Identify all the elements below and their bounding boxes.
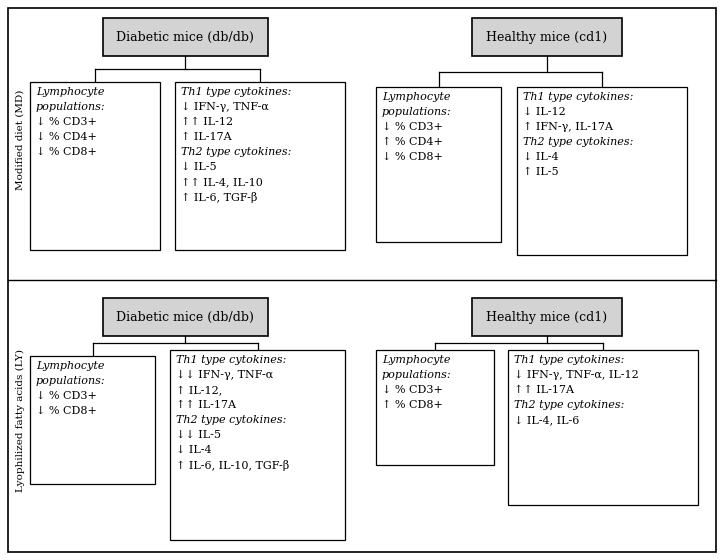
Text: Lymphocyte: Lymphocyte: [382, 355, 450, 365]
Text: Lymphocyte: Lymphocyte: [382, 92, 450, 102]
Bar: [376, 87, 501, 242]
Text: ↑ % CD8+: ↑ % CD8+: [382, 400, 443, 410]
Text: Lyophilized fatty acids (LY): Lyophilized fatty acids (LY): [15, 348, 25, 492]
Text: Lymphocyte: Lymphocyte: [36, 87, 104, 97]
Text: ↓ % CD3+: ↓ % CD3+: [382, 385, 443, 395]
Text: ↓ IL-4, IL-6: ↓ IL-4, IL-6: [514, 415, 579, 425]
Text: ↑ IL-12,: ↑ IL-12,: [176, 385, 222, 395]
Text: ↑ % CD4+: ↑ % CD4+: [382, 137, 443, 147]
Text: ↑↑ IL-17A: ↑↑ IL-17A: [514, 385, 574, 395]
Text: populations:: populations:: [382, 370, 452, 380]
Bar: [508, 350, 698, 505]
Text: Th2 type cytokines:: Th2 type cytokines:: [523, 137, 634, 147]
Text: Th2 type cytokines:: Th2 type cytokines:: [176, 415, 287, 425]
Text: ↑↑ IL-17A: ↑↑ IL-17A: [176, 400, 236, 410]
Text: ↑ IL-6, TGF-β: ↑ IL-6, TGF-β: [181, 192, 257, 203]
Text: populations:: populations:: [36, 376, 106, 386]
Text: ↓ % CD8+: ↓ % CD8+: [382, 152, 443, 162]
Text: ↓ IL-4: ↓ IL-4: [523, 152, 559, 162]
Text: ↓ IFN-γ, TNF-α, IL-12: ↓ IFN-γ, TNF-α, IL-12: [514, 370, 639, 380]
Text: ↓ IFN-γ, TNF-α: ↓ IFN-γ, TNF-α: [181, 102, 269, 112]
Bar: [175, 82, 345, 250]
Text: ↓ % CD8+: ↓ % CD8+: [36, 406, 97, 416]
Bar: [30, 82, 160, 250]
Text: Th1 type cytokines:: Th1 type cytokines:: [176, 355, 287, 365]
Text: ↑↑ IL-4, IL-10: ↑↑ IL-4, IL-10: [181, 177, 263, 187]
Text: ↓ IL-4: ↓ IL-4: [176, 445, 211, 455]
Text: ↓ % CD4+: ↓ % CD4+: [36, 132, 97, 142]
Text: ↓ IL-12: ↓ IL-12: [523, 107, 565, 117]
Bar: [517, 87, 687, 255]
Text: ↑ IL-6, IL-10, TGF-β: ↑ IL-6, IL-10, TGF-β: [176, 460, 290, 471]
Text: ↓ % CD3+: ↓ % CD3+: [36, 117, 97, 127]
Text: ↓↓ IFN-γ, TNF-α: ↓↓ IFN-γ, TNF-α: [176, 370, 273, 380]
Text: ↑ IL-17A: ↑ IL-17A: [181, 132, 232, 142]
Text: Healthy mice (cd1): Healthy mice (cd1): [487, 310, 607, 324]
Text: Lymphocyte: Lymphocyte: [36, 361, 104, 371]
Bar: [376, 350, 494, 465]
Text: ↓ % CD3+: ↓ % CD3+: [382, 122, 443, 132]
Text: ↑ IL-5: ↑ IL-5: [523, 167, 559, 177]
Text: ↑ IFN-γ, IL-17A: ↑ IFN-γ, IL-17A: [523, 122, 613, 132]
Bar: [30, 356, 155, 484]
Text: ↑↑ IL-12: ↑↑ IL-12: [181, 117, 233, 127]
Text: Th2 type cytokines:: Th2 type cytokines:: [181, 147, 291, 157]
Text: populations:: populations:: [382, 107, 452, 117]
Text: Diabetic mice (db/db): Diabetic mice (db/db): [116, 310, 254, 324]
Text: Th2 type cytokines:: Th2 type cytokines:: [514, 400, 624, 410]
Text: Th1 type cytokines:: Th1 type cytokines:: [514, 355, 624, 365]
Text: Th1 type cytokines:: Th1 type cytokines:: [523, 92, 634, 102]
Text: ↓↓ IL-5: ↓↓ IL-5: [176, 430, 221, 440]
Text: Healthy mice (cd1): Healthy mice (cd1): [487, 30, 607, 44]
Bar: [472, 298, 622, 336]
Text: Diabetic mice (db/db): Diabetic mice (db/db): [116, 30, 254, 44]
Text: ↓ % CD3+: ↓ % CD3+: [36, 391, 97, 401]
Text: Modified diet (MD): Modified diet (MD): [15, 90, 25, 190]
Text: Th1 type cytokines:: Th1 type cytokines:: [181, 87, 291, 97]
Bar: [103, 298, 267, 336]
Text: ↓ IL-5: ↓ IL-5: [181, 162, 216, 172]
Bar: [170, 350, 345, 540]
Text: populations:: populations:: [36, 102, 106, 112]
Bar: [472, 18, 622, 56]
Bar: [103, 18, 267, 56]
Text: ↓ % CD8+: ↓ % CD8+: [36, 147, 97, 157]
